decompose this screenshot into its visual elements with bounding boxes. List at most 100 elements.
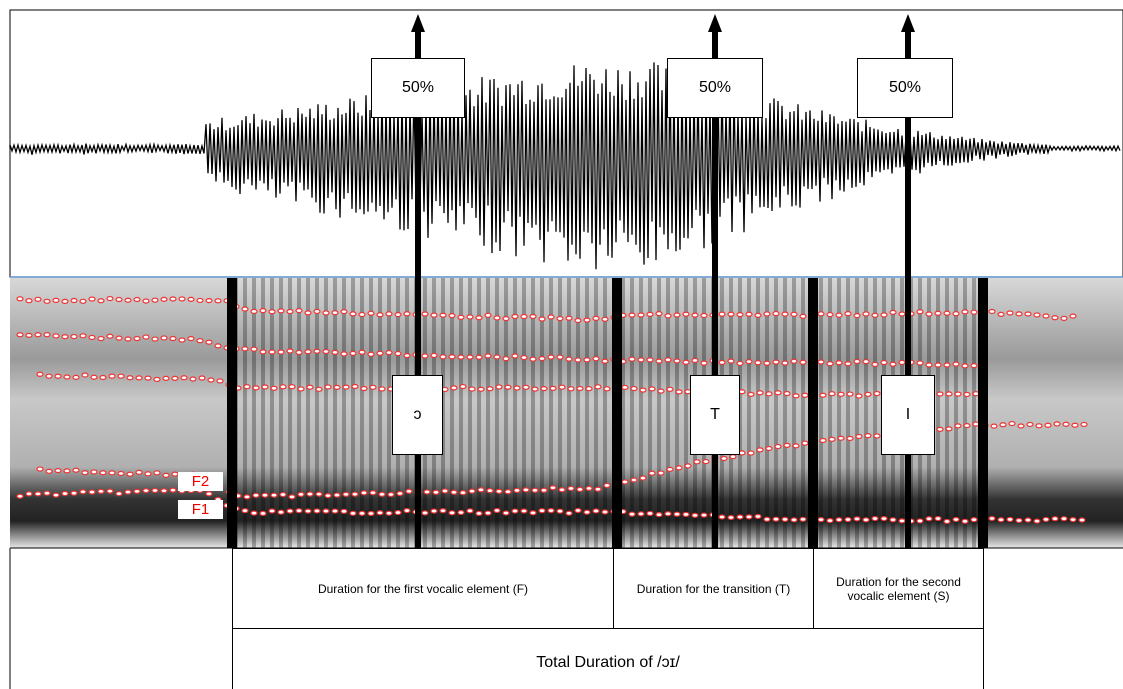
formant-dot	[386, 312, 392, 316]
formant-dot	[469, 489, 475, 493]
formant-dot	[557, 355, 563, 359]
formant-dot	[298, 492, 304, 496]
formant-dot	[406, 489, 412, 493]
formant-dot	[1025, 312, 1031, 316]
formant-dot	[1007, 311, 1013, 315]
label-box: 50%	[857, 58, 953, 118]
formant-dot	[656, 312, 662, 316]
formant-dot	[748, 392, 754, 396]
formant-dot	[251, 309, 257, 313]
formant-dot	[640, 476, 646, 480]
formant-dot	[550, 386, 556, 390]
formant-dot	[665, 358, 671, 362]
formant-dot	[298, 387, 304, 391]
formant-dot	[476, 316, 482, 320]
formant-dot	[116, 336, 122, 340]
formant-dot	[944, 519, 950, 523]
formant-dot	[1061, 316, 1067, 320]
formant-dot	[523, 488, 529, 492]
formant-dot	[278, 510, 284, 514]
formant-dot	[422, 511, 428, 515]
formant-dot	[181, 376, 187, 380]
formant-dot	[107, 489, 113, 493]
formant-dot	[541, 387, 547, 391]
formant-dot	[784, 443, 790, 447]
formant-dot	[395, 352, 401, 356]
formant-dot	[73, 375, 79, 379]
formant-dot	[575, 318, 581, 322]
formant-dot	[287, 349, 293, 353]
formant-dot	[334, 493, 340, 497]
formant-dot	[890, 362, 896, 366]
formant-dot	[44, 333, 50, 337]
formant-dot	[548, 315, 554, 319]
formant-dot	[62, 299, 68, 303]
formant-dot	[683, 360, 689, 364]
formant-dot	[278, 309, 284, 313]
formant-dot	[998, 312, 1004, 316]
formant-dot	[1034, 519, 1040, 523]
formant-dot	[559, 385, 565, 389]
formant-dot	[638, 313, 644, 317]
formant-dot	[586, 387, 592, 391]
formant-dot	[829, 437, 835, 441]
formant-dot	[422, 312, 428, 316]
formant-dot	[296, 509, 302, 513]
formant-dot	[953, 312, 959, 316]
formant-dot	[1061, 517, 1067, 521]
formant-dot	[881, 517, 887, 521]
formant-dot	[647, 312, 653, 316]
table-cell: Duration for the transition (T)	[613, 548, 814, 629]
formant-dot	[46, 374, 52, 378]
formant-dot	[737, 313, 743, 317]
formant-dot	[359, 313, 365, 317]
formant-dot	[1043, 517, 1049, 521]
formant-dot	[647, 358, 653, 362]
formant-dot	[890, 310, 896, 314]
formant-dot	[557, 317, 563, 321]
formant-dot	[503, 357, 509, 361]
formant-dot	[512, 354, 518, 358]
formant-dot	[496, 489, 502, 493]
formant-dot	[854, 314, 860, 318]
formant-dot	[458, 510, 464, 514]
formant-dot	[955, 392, 961, 396]
formant-dot	[1034, 313, 1040, 317]
formant-dot	[728, 515, 734, 519]
formant-dot	[206, 340, 212, 344]
formant-dot	[37, 467, 43, 471]
formant-dot	[404, 312, 410, 316]
formant-dot	[170, 297, 176, 301]
formant-dot	[332, 350, 338, 354]
formant-dot	[343, 492, 349, 496]
formant-dot	[667, 387, 673, 391]
formant-dot	[1007, 517, 1013, 521]
formant-dot	[602, 510, 608, 514]
formant-dot	[26, 333, 32, 337]
formant-dot	[1018, 424, 1024, 428]
formant-dot	[820, 438, 826, 442]
formant-dot	[602, 317, 608, 321]
formant-dot	[134, 337, 140, 341]
formant-dot	[170, 337, 176, 341]
formant-dot	[791, 312, 797, 316]
formant-dot	[800, 314, 806, 318]
formant-dot	[332, 311, 338, 315]
formant-dot	[503, 317, 509, 321]
formant-dot	[631, 478, 637, 482]
formant-dot	[629, 512, 635, 516]
formant-dot	[818, 518, 824, 522]
formant-dot	[937, 392, 943, 396]
formant-dot	[145, 376, 151, 380]
formant-dot	[784, 392, 790, 396]
formant-dot	[136, 470, 142, 474]
formant-dot	[143, 335, 149, 339]
formant-dot	[370, 491, 376, 495]
formant-dot	[575, 509, 581, 513]
formant-dot	[55, 374, 61, 378]
formant-dot	[539, 357, 545, 361]
formant-dot	[242, 307, 248, 311]
formant-dot	[595, 487, 601, 491]
formant-dot	[361, 387, 367, 391]
formant-dot	[53, 298, 59, 302]
